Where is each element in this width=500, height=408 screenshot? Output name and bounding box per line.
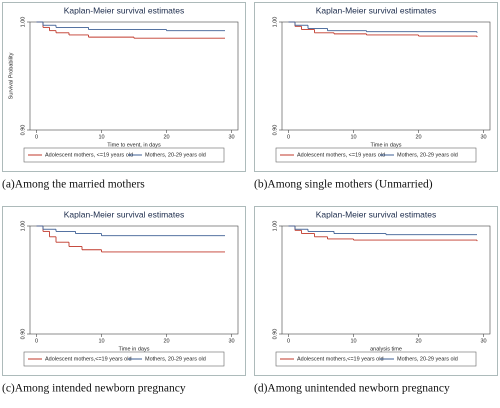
legend-label: Adolescent mothers, <=19 years old — [45, 152, 133, 158]
km-panel: Kaplan-Meier survival estimates 0.90 1.00 0… — [2, 2, 246, 191]
x-tick-label: 0 — [287, 338, 290, 344]
chart-title: Kaplan-Meier survival estimates — [64, 5, 184, 15]
x-axis-title: Time in days — [119, 346, 150, 352]
x-tick-label: 30 — [228, 338, 234, 344]
y-tick-label: 1.00 — [20, 17, 26, 28]
km-panel: Kaplan-Meier survival estimates 0.90 1.00 0… — [254, 206, 498, 395]
x-tick-label: 20 — [415, 338, 421, 344]
y-tick-label: 0.90 — [272, 125, 278, 136]
y-tick-label: 0.90 — [20, 329, 26, 340]
x-tick-label: 30 — [480, 338, 486, 344]
y-tick-label: 0.90 — [20, 125, 26, 136]
y-axis-title: Survival Probability — [8, 52, 14, 99]
legend-label: Adolescent mothers,<=19 years old — [297, 356, 384, 362]
legend-label: Adolescent mothers,<=19 years old — [45, 356, 132, 362]
chart-title: Kaplan-Meier survival estimates — [316, 209, 436, 219]
y-tick-label: 1.00 — [272, 221, 278, 232]
y-tick-label: 1.00 — [20, 221, 26, 232]
plot-area — [281, 225, 491, 335]
legend-label: Mothers, 20-29 years old — [397, 356, 458, 362]
legend-box — [23, 147, 225, 163]
legend-label: Adolescent mothers, <=19 years old — [297, 152, 385, 158]
x-tick-label: 10 — [350, 338, 356, 344]
x-tick-label: 30 — [228, 134, 234, 140]
x-tick-label: 10 — [98, 134, 104, 140]
panel-caption: (a)Among the married mothers — [2, 179, 145, 191]
x-axis-title: analysis time — [370, 346, 402, 352]
km-panel: Kaplan-Meier survival estimates 0.90 1.00 0… — [2, 206, 246, 395]
legend-box — [275, 147, 477, 163]
x-tick-label: 30 — [480, 134, 486, 140]
legend-box — [275, 351, 477, 367]
chart-title: Kaplan-Meier survival estimates — [316, 5, 436, 15]
panel-caption: (c)Among intended newborn pregnancy — [2, 383, 186, 395]
plot-area — [29, 21, 239, 131]
x-tick-label: 20 — [163, 338, 169, 344]
x-tick-label: 0 — [35, 134, 38, 140]
legend-box — [23, 351, 225, 367]
chart-title: Kaplan-Meier survival estimates — [64, 209, 184, 219]
legend-label: Mothers, 20-29 years old — [145, 356, 206, 362]
panel-caption: (d)Among unintended newborn pregnancy — [254, 383, 450, 395]
x-tick-label: 20 — [415, 134, 421, 140]
x-tick-label: 10 — [350, 134, 356, 140]
legend-label: Mothers, 20-29 years old — [145, 152, 206, 158]
legend-label: Mothers, 20-29 years old — [397, 152, 458, 158]
x-tick-label: 10 — [98, 338, 104, 344]
plot-area — [281, 21, 491, 131]
y-tick-label: 0.90 — [272, 329, 278, 340]
y-tick-label: 1.00 — [272, 17, 278, 28]
x-tick-label: 0 — [35, 338, 38, 344]
x-axis-title: Time to event, in days — [107, 142, 161, 148]
x-axis-title: Time in days — [371, 142, 402, 148]
km-panel: Kaplan-Meier survival estimates 0.90 1.00 0… — [254, 2, 498, 191]
x-tick-label: 0 — [287, 134, 290, 140]
plot-area — [29, 225, 239, 335]
panel-caption: (b)Among single mothers (Unmarried) — [254, 179, 433, 191]
x-tick-label: 20 — [163, 134, 169, 140]
